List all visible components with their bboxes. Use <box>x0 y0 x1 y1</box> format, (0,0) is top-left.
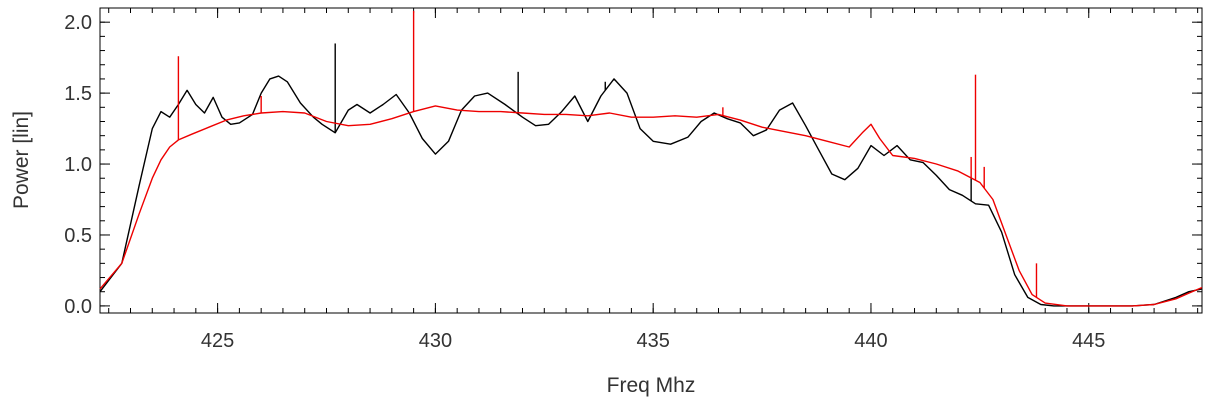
y-axis-ticks: 0.0 0.5 1.0 1.5 2.0 <box>64 7 1202 318</box>
x-axis-title: Freq Mhz <box>607 374 696 397</box>
y-tick-label: 2.0 <box>64 12 92 34</box>
x-tick-label: 425 <box>201 330 234 352</box>
y-tick-label: 1.5 <box>64 83 92 105</box>
series-line-2 <box>99 105 1203 307</box>
x-tick-label: 430 <box>419 330 452 352</box>
y-tick-label: 1.0 <box>64 154 92 176</box>
plot-frame <box>99 7 1203 314</box>
x-axis-ticks: 425 430 435 440 445 <box>108 8 1199 352</box>
x-tick-label: 445 <box>1072 330 1105 352</box>
y-tick-label: 0.5 <box>64 225 92 247</box>
y-axis-title: Power [lin] <box>10 111 33 209</box>
series-layer <box>99 10 1203 307</box>
y-tick-label: 0.0 <box>64 296 92 318</box>
x-tick-label: 440 <box>854 330 887 352</box>
x-tick-label: 435 <box>636 330 669 352</box>
